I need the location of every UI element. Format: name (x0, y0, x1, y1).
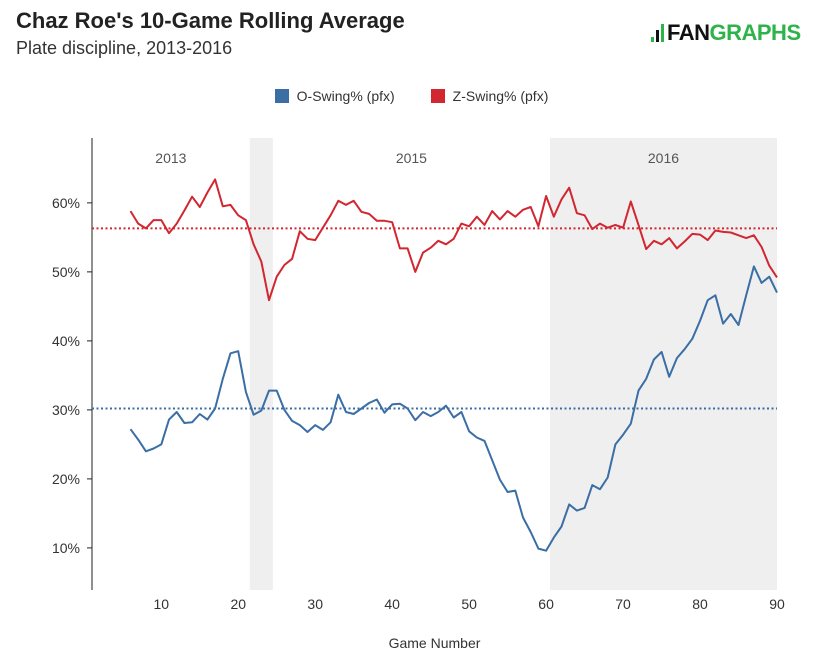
x-tick-label: 30 (307, 596, 323, 612)
season-label: 2016 (648, 150, 679, 166)
legend-swatch-blue (274, 89, 289, 103)
fangraphs-logo: FAN GRAPHS (651, 20, 801, 46)
season-band-shade (549, 138, 777, 590)
x-tick-label: 80 (692, 596, 708, 612)
x-tick-label: 40 (384, 596, 400, 612)
y-tick-label: 10% (52, 540, 80, 556)
legend-swatch-red (430, 89, 445, 103)
y-tick-label: 30% (52, 402, 80, 418)
x-tick-label: 10 (153, 596, 169, 612)
x-tick-label: 70 (615, 596, 631, 612)
y-tick-label: 40% (52, 333, 80, 349)
y-tick-label: 50% (52, 264, 80, 280)
chart-title: Chaz Roe's 10-Game Rolling Average (16, 8, 405, 33)
x-tick-label: 90 (769, 596, 785, 612)
legend-label: Z-Swing% (pfx) (452, 88, 549, 104)
y-tick-label: 20% (52, 471, 80, 487)
season-label: 2015 (396, 150, 427, 166)
legend-item-o-swing: O-Swing% (pfx) (274, 88, 395, 104)
x-tick-label: 20 (230, 596, 246, 612)
x-tick-label: 50 (461, 596, 477, 612)
x-axis-label: Game Number (389, 635, 481, 651)
logo-bars-icon (651, 24, 664, 42)
y-tick-label: 60% (52, 195, 80, 211)
chart-subtitle: Plate discipline, 2013-2016 (16, 38, 233, 58)
legend: O-Swing% (pfx) Z-Swing% (pfx) (0, 88, 823, 104)
legend-item-z-swing: Z-Swing% (pfx) (430, 88, 549, 104)
x-tick-label: 60 (538, 596, 554, 612)
season-label: 2013 (155, 150, 186, 166)
legend-label: O-Swing% (pfx) (296, 88, 395, 104)
season-band-shade (249, 138, 273, 590)
